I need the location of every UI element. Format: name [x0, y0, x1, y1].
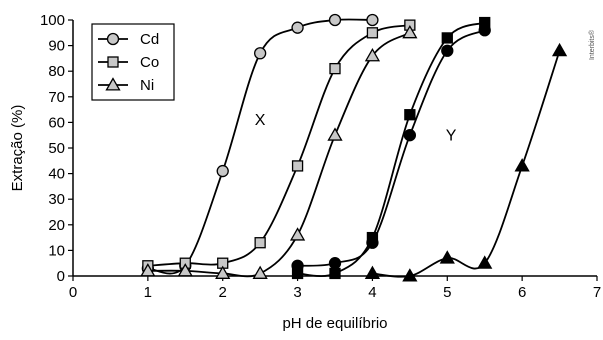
data-point — [291, 160, 304, 172]
series-cd-y — [291, 24, 491, 272]
data-point — [441, 32, 453, 44]
y-tick-label: 100 — [40, 12, 65, 29]
x-tick-label: 1 — [144, 284, 152, 301]
data-point — [441, 44, 454, 57]
data-point — [252, 265, 268, 279]
y-tick-label: 40 — [48, 166, 65, 183]
series-line — [297, 21, 486, 277]
x-tick-label: 0 — [69, 284, 77, 301]
data-point — [329, 267, 341, 280]
data-point — [364, 265, 381, 279]
data-point — [514, 158, 530, 172]
x-tick-label: 6 — [518, 284, 526, 301]
legend-marker — [107, 56, 119, 68]
series-cd-x — [141, 13, 379, 275]
x-axis-title: pH de equilíbrio — [282, 315, 387, 332]
data-point — [215, 265, 231, 279]
data-point — [439, 250, 455, 264]
data-point — [289, 227, 306, 241]
data-point — [177, 263, 193, 277]
data-point — [216, 164, 229, 178]
legend-label: Cd — [140, 31, 159, 48]
data-point — [328, 13, 342, 27]
series-line — [147, 32, 411, 278]
watermark-text: Interbits® — [588, 29, 596, 60]
x-tick-label: 7 — [593, 284, 601, 301]
legend-item-ni: Ni — [98, 77, 154, 94]
y-axis-title: Extração (%) — [9, 105, 26, 192]
data-point — [329, 62, 341, 75]
legend-item-cd: Cd — [98, 31, 159, 48]
y-tick-label: 90 — [48, 38, 65, 55]
x-tick-label: 4 — [368, 284, 376, 301]
legend-marker — [106, 32, 120, 46]
y-tick-label: 80 — [48, 63, 65, 80]
data-point — [366, 13, 379, 27]
series-ni-x — [140, 24, 418, 279]
axes: 0 10 20 30 40 50 60 70 80 90 100 0 1 2 3 4 5 6 7 — [40, 12, 601, 301]
data-point — [364, 48, 381, 62]
legend-item-co: Co — [98, 54, 159, 71]
x-tick-label: 2 — [219, 284, 227, 301]
data-point — [328, 257, 342, 270]
data-point — [327, 127, 343, 141]
data-point — [366, 27, 379, 39]
legend-marker — [105, 77, 121, 91]
data-point — [402, 24, 418, 39]
annotation-y: Y — [446, 127, 457, 144]
x-tick-label: 3 — [293, 284, 301, 301]
data-point — [366, 231, 379, 244]
data-point — [477, 255, 493, 269]
y-tick-label: 10 — [48, 242, 65, 259]
data-point — [291, 267, 304, 280]
legend: Cd Co Ni — [91, 23, 175, 101]
plot-area: XY — [140, 13, 568, 282]
series-line — [147, 24, 411, 267]
data-point — [479, 16, 491, 29]
data-point — [551, 42, 568, 57]
series-co-y — [291, 16, 491, 280]
series-ni-y — [364, 42, 568, 282]
legend-label: Co — [140, 54, 159, 71]
y-tick-label: 0 — [57, 268, 65, 285]
y-tick-label: 30 — [48, 191, 65, 208]
y-tick-label: 60 — [48, 114, 65, 131]
data-point — [140, 263, 156, 277]
annotation-x: X — [255, 112, 266, 129]
y-tick-label: 50 — [48, 140, 65, 157]
data-point — [404, 109, 416, 121]
data-point — [253, 47, 267, 60]
data-point — [254, 237, 266, 249]
data-point — [402, 268, 418, 282]
x-tick-label: 5 — [443, 284, 451, 301]
y-tick-label: 20 — [48, 217, 65, 234]
data-point — [291, 21, 304, 34]
y-tick-label: 70 — [48, 89, 65, 106]
data-point — [403, 129, 417, 142]
series-line — [297, 29, 486, 267]
legend-label: Ni — [140, 77, 154, 94]
